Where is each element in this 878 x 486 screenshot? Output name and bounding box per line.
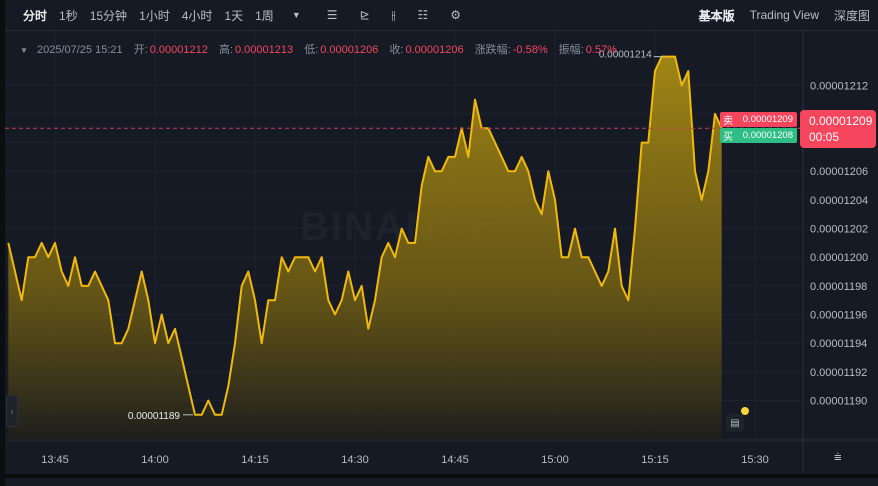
bottom-panel <box>5 478 878 486</box>
timeframe-4[interactable]: 4小时 <box>181 8 213 23</box>
candle-countdown: 00:05 <box>809 130 840 144</box>
price-tools-icon[interactable]: ⫲ <box>391 7 396 22</box>
x-tick-label: 14:30 <box>341 454 369 466</box>
low-annotation: 0.00001189 <box>128 411 181 422</box>
y-tick-label: 0.00001202 <box>810 224 868 236</box>
gear-icon[interactable]: ⚙ <box>450 8 461 22</box>
caret-down-icon[interactable]: ▼ <box>291 10 301 20</box>
y-tick-label: 0.00001194 <box>810 338 867 350</box>
high-label: 高: <box>218 44 233 56</box>
chart-toolbar: 分时 1秒 15分钟 1小时 4小时 1天 1周 ▼ ☰ ⊵ ⫲ ☷ ⚙ 基本版 基本版 Tr… <box>5 0 878 31</box>
chevron-right-icon: › <box>10 406 14 416</box>
sell-price: 0.00001209 <box>742 114 793 125</box>
open-label: 开: <box>133 44 148 56</box>
x-tick-label: 15:30 <box>741 454 769 466</box>
change-value: -0.58% <box>512 44 548 56</box>
sell-label: 卖 <box>723 116 733 127</box>
news-button[interactable]: ▤ <box>726 414 744 432</box>
auto-scale-button[interactable]: ⩧ <box>834 449 842 465</box>
y-tick-label: 0.00001206 <box>810 166 868 178</box>
y-tick-label: 0.00001200 <box>810 252 868 264</box>
candle-type-icon[interactable]: ☰ <box>326 8 338 22</box>
open-value: 0.00001212 <box>149 44 208 56</box>
legend-datetime: 2025/07/25 15:21 <box>36 44 123 56</box>
view-tab-depth[interactable]: 深度图 <box>833 8 870 23</box>
best-bid-badge: 买 0.00001208 <box>720 128 797 143</box>
best-ask-badge: 卖 0.00001209 <box>720 112 797 127</box>
x-tick-label: 14:45 <box>441 454 469 466</box>
price-line <box>7 55 723 416</box>
change-label: 涨跌幅: <box>474 44 511 56</box>
timeframe-6[interactable]: 1周 <box>255 8 274 23</box>
timeframe-1[interactable]: 1秒 <box>59 8 78 23</box>
buy-price: 0.00001208 <box>742 130 793 141</box>
ohlc-legend: ▼ 2025/07/25 15:21 开: 0.00001212 高: 0.0000… <box>20 41 625 57</box>
x-tick-label: 13:45 <box>41 454 69 466</box>
timeframe-0[interactable]: 分时 <box>23 8 48 23</box>
high-value: 0.00001213 <box>235 44 294 56</box>
notification-dot <box>741 407 749 415</box>
x-tick-label: 14:00 <box>141 454 169 466</box>
y-tick-label: 0.00001192 <box>810 367 867 379</box>
active-view-label: 基本版 <box>698 8 735 23</box>
low-value: 0.00001206 <box>320 44 379 56</box>
amplitude-label: 振幅: <box>558 44 584 56</box>
high-annotation: 0.00001214 <box>599 50 652 61</box>
fit-height-icon: ⩧ <box>834 449 842 464</box>
last-price: 0.00001209 <box>809 114 873 128</box>
y-tick-label: 0.00001198 <box>810 281 867 293</box>
timeframe-3[interactable]: 1小时 <box>139 8 170 23</box>
news-icon: ▤ <box>730 417 740 429</box>
view-tab-basic[interactable]: 基本版 基本版 <box>699 7 735 24</box>
y-tick-label: 0.00001190 <box>810 395 867 407</box>
timeframe-5[interactable]: 1天 <box>224 8 244 23</box>
close-value: 0.00001206 <box>405 44 464 56</box>
x-tick-label: 14:15 <box>241 454 269 466</box>
expand-sidebar-button[interactable]: › <box>6 395 18 427</box>
view-tab-tradingview[interactable]: Trading View <box>749 8 819 22</box>
y-tick-label: 0.00001204 <box>810 195 868 207</box>
amplitude-value: 0.57% <box>585 44 617 56</box>
view-switcher: 基本版 基本版 Trading View 深度图 <box>684 0 870 30</box>
low-label: 低: <box>304 44 319 56</box>
price-area <box>8 56 722 440</box>
display-settings-icon[interactable]: ☷ <box>417 8 429 22</box>
y-tick-label: 0.00001212 <box>810 80 868 92</box>
last-price-badge: 0.00001209 00:05 <box>800 110 876 148</box>
y-tick-label: 0.00001196 <box>810 310 867 322</box>
x-tick-label: 15:15 <box>641 454 669 466</box>
chevron-down-icon[interactable]: ▼ <box>20 46 28 55</box>
view-tab-basic-label: 基本版 <box>698 8 735 23</box>
timeframe-list: 分时 1秒 15分钟 1小时 4小时 1天 1周 <box>5 7 274 24</box>
close-label: 收: <box>389 44 404 56</box>
timeframe-2[interactable]: 15分钟 <box>89 8 128 23</box>
indicator-icon[interactable]: ⊵ <box>359 8 370 22</box>
buy-label: 买 <box>723 132 733 143</box>
x-tick-label: 15:00 <box>541 454 569 466</box>
